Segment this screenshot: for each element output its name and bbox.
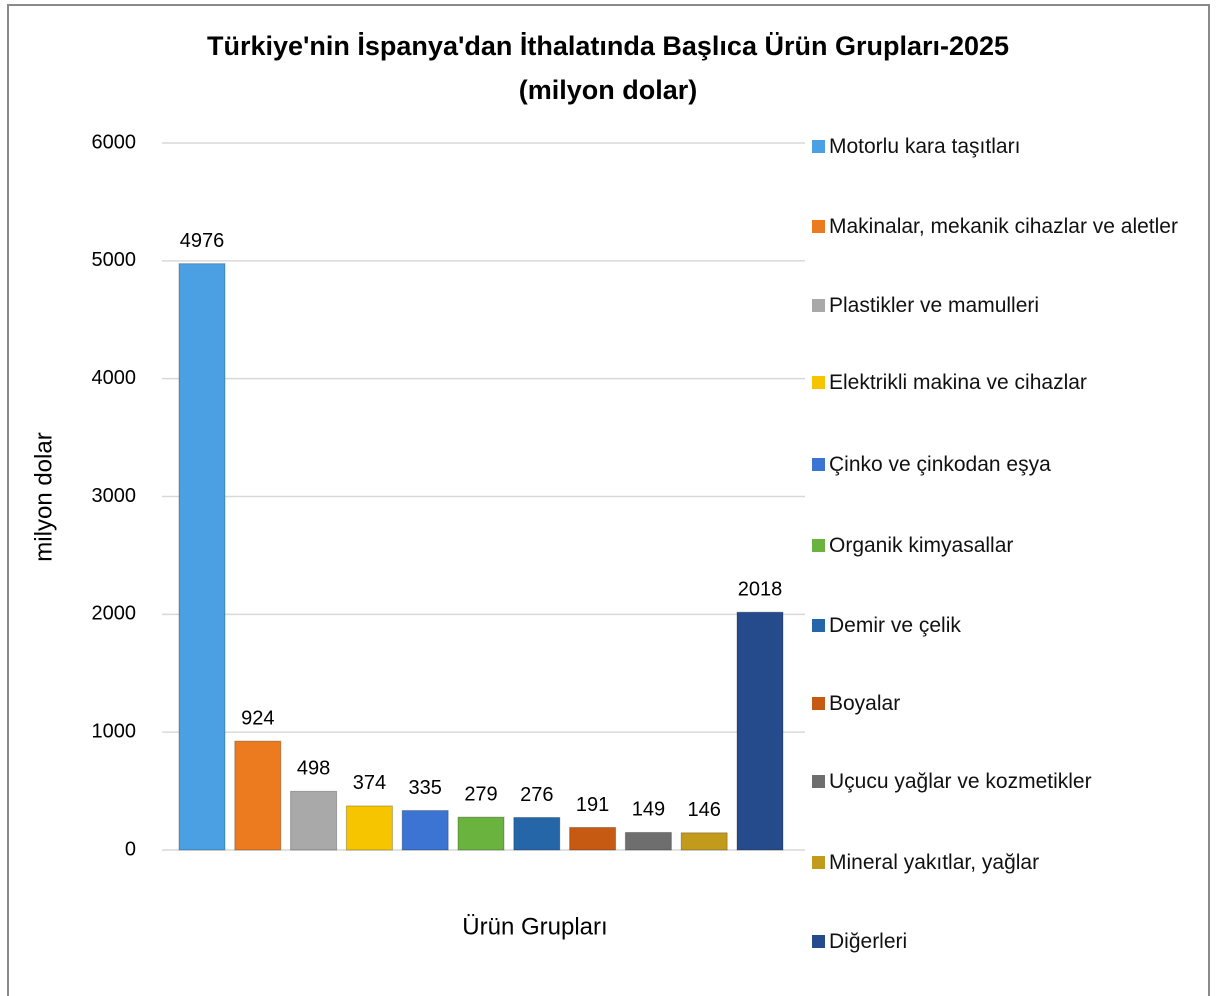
- bar: [569, 826, 617, 851]
- legend-item: Uçucu yağlar ve kozmetikler: [812, 766, 1192, 798]
- y-tick-label: 1000: [92, 720, 137, 742]
- bar: [234, 740, 282, 851]
- chart-title: Türkiye'nin İspanya'dan İthalatında Başl…: [207, 31, 1009, 61]
- chart-subtitle: (milyon dolar): [519, 75, 698, 105]
- legend-swatch: [812, 935, 825, 948]
- value-label: 374: [353, 772, 386, 794]
- y-tick-label: 6000: [92, 131, 137, 153]
- value-label: 335: [409, 777, 442, 799]
- bar: [345, 805, 393, 851]
- legend-swatch: [812, 539, 825, 552]
- legend-swatch: [812, 697, 825, 710]
- legend-item: Mineral yakıtlar, yağlar: [812, 847, 1192, 879]
- value-label: 146: [688, 799, 721, 821]
- value-label: 4976: [180, 230, 225, 252]
- x-axis-label: Ürün Grupları: [462, 913, 607, 940]
- legend-swatch: [812, 775, 825, 788]
- legend-item: Çinko ve çinkodan eşya: [812, 449, 1192, 481]
- legend-swatch: [812, 220, 825, 233]
- legend-item: Boyalar: [812, 688, 1192, 720]
- value-label: 2018: [738, 578, 783, 600]
- value-label: 191: [576, 794, 609, 816]
- legend-label: Boyalar: [829, 692, 901, 715]
- bar: [457, 816, 505, 851]
- y-tick-label: 0: [125, 838, 136, 860]
- value-label: 498: [297, 758, 330, 780]
- value-label: 149: [632, 799, 665, 821]
- legend-swatch: [812, 458, 825, 471]
- bar: [178, 263, 226, 851]
- legend-item: Motorlu kara taşıtları: [812, 131, 1192, 163]
- legend-label: Elektrikli makina ve cihazlar: [829, 371, 1087, 394]
- bar: [513, 816, 561, 851]
- legend-label: Mineral yakıtlar, yağlar: [829, 851, 1040, 874]
- legend-label: Diğerleri: [829, 930, 908, 953]
- legend-label: Motorlu kara taşıtları: [829, 135, 1021, 158]
- legend-label: Demir ve çelik: [829, 614, 961, 637]
- legend-label: Organik kimyasallar: [829, 534, 1014, 557]
- legend-label: Makinalar, mekanik cihazlar ve aletler: [829, 215, 1178, 238]
- legend-swatch: [812, 376, 825, 389]
- legend-swatch: [812, 619, 825, 632]
- frame: [7, 4, 1210, 996]
- y-tick-label: 4000: [92, 367, 137, 389]
- legend-label: Plastikler ve mamulleri: [829, 294, 1040, 317]
- legend-swatch: [812, 299, 825, 312]
- legend-label: Uçucu yağlar ve kozmetikler: [829, 770, 1092, 793]
- value-label: 924: [241, 707, 274, 729]
- legend-label: Çinko ve çinkodan eşya: [829, 453, 1051, 476]
- y-axis-label: milyon dolar: [30, 432, 57, 561]
- legend-item: Elektrikli makina ve cihazlar: [812, 367, 1192, 399]
- y-tick-label: 3000: [92, 485, 137, 507]
- value-label: 276: [520, 784, 553, 806]
- legend-swatch: [812, 140, 825, 153]
- legend-item: Diğerleri: [812, 926, 1192, 958]
- legend-swatch: [812, 856, 825, 869]
- legend-item: Organik kimyasallar: [812, 530, 1192, 562]
- bar: [290, 790, 338, 851]
- y-tick-label: 5000: [92, 249, 137, 271]
- legend-item: Makinalar, mekanik cihazlar ve aletler: [812, 211, 1192, 243]
- bar: [401, 810, 449, 851]
- bar: [680, 832, 728, 851]
- y-tick-label: 2000: [92, 603, 137, 625]
- value-label: 279: [464, 783, 497, 805]
- legend-item: Plastikler ve mamulleri: [812, 290, 1192, 322]
- legend-item: Demir ve çelik: [812, 610, 1192, 642]
- bar: [624, 831, 672, 851]
- bar: [736, 611, 784, 851]
